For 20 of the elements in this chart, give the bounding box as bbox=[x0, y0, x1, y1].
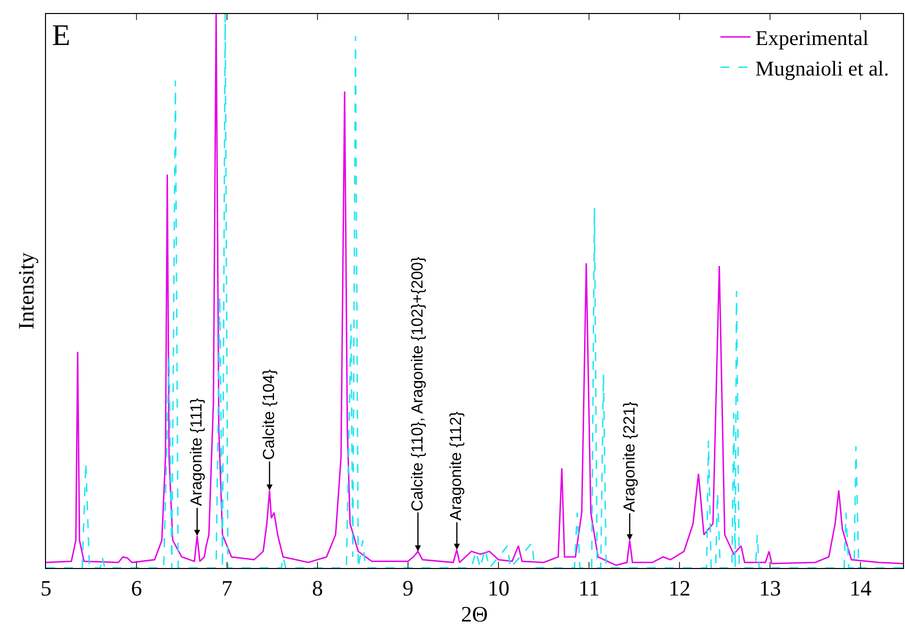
x-tick-label: 14 bbox=[849, 576, 872, 601]
x-tick-label: 6 bbox=[131, 576, 142, 601]
annotation: Calcite {104} bbox=[261, 368, 278, 460]
legend-label: Experimental bbox=[755, 26, 869, 50]
y-axis-title: Intensity bbox=[14, 252, 39, 330]
annotation: Aragonite {112} bbox=[448, 410, 466, 521]
annotation: E bbox=[52, 19, 70, 52]
x-tick-label: 7 bbox=[221, 576, 232, 601]
x-tick-label: 13 bbox=[758, 576, 781, 601]
x-tick-label: 11 bbox=[578, 576, 600, 601]
x-tick-label: 10 bbox=[487, 576, 510, 601]
x-tick-label: 5 bbox=[40, 576, 52, 601]
x-axis-title: 2Θ bbox=[461, 601, 488, 626]
x-tick-label: 9 bbox=[402, 576, 414, 601]
annotation: Aragonite {221} bbox=[621, 401, 638, 512]
legend-label: Mugnaioli et al. bbox=[755, 56, 889, 80]
x-tick-label: 12 bbox=[668, 576, 690, 601]
annotation: Calcite {110}, Aragonite {102}+{200} bbox=[410, 256, 427, 512]
x-tick-label: 8 bbox=[312, 576, 323, 601]
annotation: Aragonite {111} bbox=[188, 397, 206, 506]
